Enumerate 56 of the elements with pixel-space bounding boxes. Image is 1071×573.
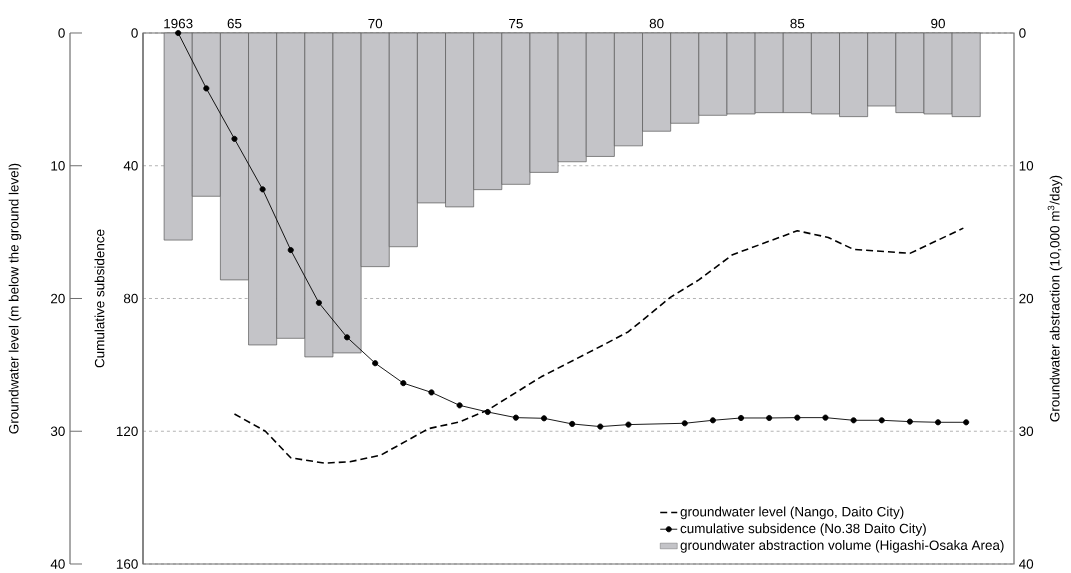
x-tick-label: 1963 bbox=[164, 18, 193, 29]
point bbox=[372, 360, 379, 367]
y3-tick-label: 40 bbox=[123, 160, 138, 171]
y3-axis-title: Cumulative subsidence bbox=[94, 229, 105, 368]
point bbox=[259, 186, 266, 193]
x-tick-label: 85 bbox=[790, 18, 805, 29]
point bbox=[540, 415, 548, 422]
x-tick-label: 70 bbox=[368, 18, 383, 29]
y3-tick-label: 80 bbox=[123, 293, 138, 304]
y2-tick-label: 20 bbox=[1019, 293, 1034, 304]
point bbox=[822, 414, 829, 421]
point bbox=[766, 414, 773, 421]
point bbox=[428, 389, 435, 396]
y-axis-title: Groundwater level (m below the ground level) bbox=[8, 163, 22, 434]
point bbox=[625, 421, 632, 428]
point bbox=[934, 419, 942, 426]
x-tick-label: 80 bbox=[649, 18, 664, 29]
x-tick-label: 65 bbox=[227, 18, 242, 29]
y3-tick-label: 160 bbox=[116, 559, 138, 569]
point bbox=[569, 420, 576, 427]
y-tick-label: 20 bbox=[51, 293, 65, 304]
y-tick-label: 30 bbox=[50, 426, 65, 436]
y-tick-label: 40 bbox=[50, 559, 65, 569]
point bbox=[681, 420, 688, 427]
point bbox=[315, 299, 322, 306]
point bbox=[287, 246, 294, 253]
y2-tick-label: 0 bbox=[1019, 28, 1026, 38]
point bbox=[597, 423, 604, 430]
y3-tick-label: 120 bbox=[116, 426, 138, 436]
point bbox=[878, 417, 885, 424]
point bbox=[906, 418, 913, 425]
point bbox=[484, 408, 491, 415]
point bbox=[456, 402, 463, 409]
y-tick-label: 10 bbox=[51, 160, 65, 171]
y-tick-label: 0 bbox=[58, 28, 65, 38]
point bbox=[709, 417, 716, 424]
legend-label: cumulative subsidence (No.38 Daito City) bbox=[680, 523, 926, 536]
legend-label: groundwater level (Nango, Daito City) bbox=[680, 506, 904, 520]
point bbox=[344, 334, 351, 341]
y2-tick-label: 10 bbox=[1019, 160, 1034, 171]
point bbox=[737, 414, 745, 421]
y2-tick-label: 40 bbox=[1019, 559, 1034, 569]
x-tick-label: 75 bbox=[509, 18, 523, 29]
point bbox=[175, 29, 182, 36]
point bbox=[512, 414, 519, 421]
y3-tick-label: 0 bbox=[131, 28, 138, 38]
x-tick-label: 90 bbox=[931, 18, 945, 29]
y2-tick-label: 30 bbox=[1019, 426, 1034, 436]
point bbox=[203, 85, 210, 92]
y2-axis-title: Groundwater abstraction (10,000 m$^{3}$/day) bbox=[1047, 175, 1063, 422]
point bbox=[400, 379, 407, 387]
point bbox=[794, 414, 801, 421]
point bbox=[963, 419, 970, 426]
legend-label: groundwater abstraction volume (Higashi-Osaka Area) bbox=[680, 539, 1004, 553]
point bbox=[850, 417, 857, 424]
point bbox=[231, 135, 238, 142]
